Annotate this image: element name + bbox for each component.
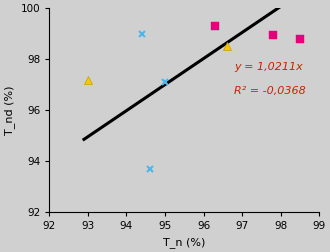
- Text: y = 1,0211x: y = 1,0211x: [234, 62, 303, 72]
- Y-axis label: T_nd (%): T_nd (%): [4, 85, 15, 135]
- X-axis label: T_n (%): T_n (%): [163, 237, 206, 248]
- Text: R² = -0,0368: R² = -0,0368: [234, 86, 306, 96]
